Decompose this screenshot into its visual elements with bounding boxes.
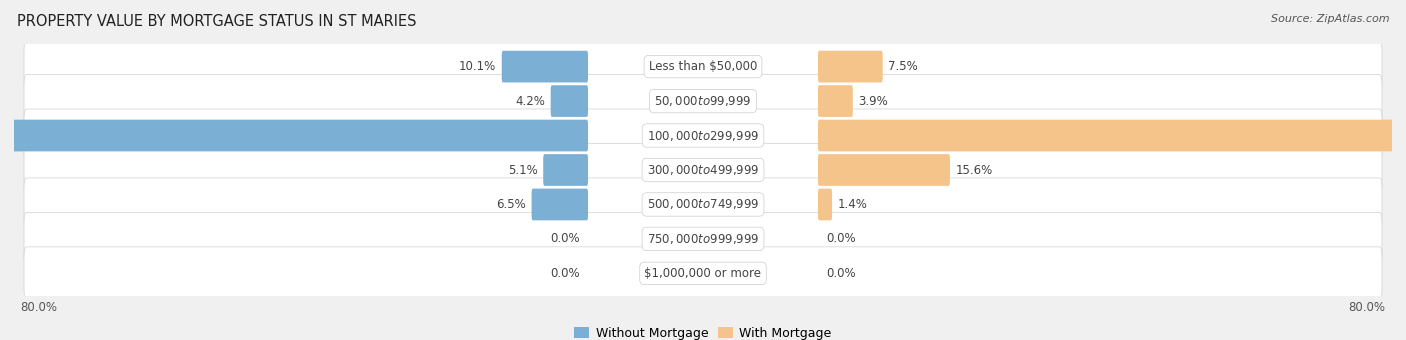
Text: $100,000 to $299,999: $100,000 to $299,999	[647, 129, 759, 142]
FancyBboxPatch shape	[24, 40, 1382, 93]
FancyBboxPatch shape	[502, 51, 588, 83]
FancyBboxPatch shape	[551, 85, 588, 117]
FancyBboxPatch shape	[818, 85, 853, 117]
FancyBboxPatch shape	[543, 154, 588, 186]
Text: $500,000 to $749,999: $500,000 to $749,999	[647, 198, 759, 211]
FancyBboxPatch shape	[24, 247, 1382, 300]
FancyBboxPatch shape	[24, 74, 1382, 128]
FancyBboxPatch shape	[24, 178, 1382, 231]
FancyBboxPatch shape	[24, 212, 1382, 266]
FancyBboxPatch shape	[818, 189, 832, 220]
Text: 10.1%: 10.1%	[460, 60, 496, 73]
Text: 15.6%: 15.6%	[955, 164, 993, 176]
FancyBboxPatch shape	[818, 120, 1406, 151]
Text: PROPERTY VALUE BY MORTGAGE STATUS IN ST MARIES: PROPERTY VALUE BY MORTGAGE STATUS IN ST …	[17, 14, 416, 29]
Text: 3.9%: 3.9%	[858, 95, 889, 107]
Text: 1.4%: 1.4%	[838, 198, 868, 211]
Text: Source: ZipAtlas.com: Source: ZipAtlas.com	[1271, 14, 1389, 23]
FancyBboxPatch shape	[24, 143, 1382, 197]
FancyBboxPatch shape	[818, 154, 950, 186]
Text: 5.1%: 5.1%	[508, 164, 538, 176]
Text: 7.5%: 7.5%	[889, 60, 918, 73]
Legend: Without Mortgage, With Mortgage: Without Mortgage, With Mortgage	[569, 322, 837, 340]
FancyBboxPatch shape	[818, 51, 883, 83]
Text: $1,000,000 or more: $1,000,000 or more	[644, 267, 762, 280]
Text: 4.2%: 4.2%	[516, 95, 546, 107]
Text: 0.0%: 0.0%	[551, 267, 581, 280]
FancyBboxPatch shape	[0, 120, 588, 151]
FancyBboxPatch shape	[24, 109, 1382, 162]
FancyBboxPatch shape	[531, 189, 588, 220]
Text: $50,000 to $99,999: $50,000 to $99,999	[654, 94, 752, 108]
Text: $750,000 to $999,999: $750,000 to $999,999	[647, 232, 759, 246]
Text: 0.0%: 0.0%	[825, 233, 855, 245]
Text: Less than $50,000: Less than $50,000	[648, 60, 758, 73]
Text: 0.0%: 0.0%	[551, 233, 581, 245]
Text: 6.5%: 6.5%	[496, 198, 526, 211]
Text: 0.0%: 0.0%	[825, 267, 855, 280]
Text: $300,000 to $499,999: $300,000 to $499,999	[647, 163, 759, 177]
